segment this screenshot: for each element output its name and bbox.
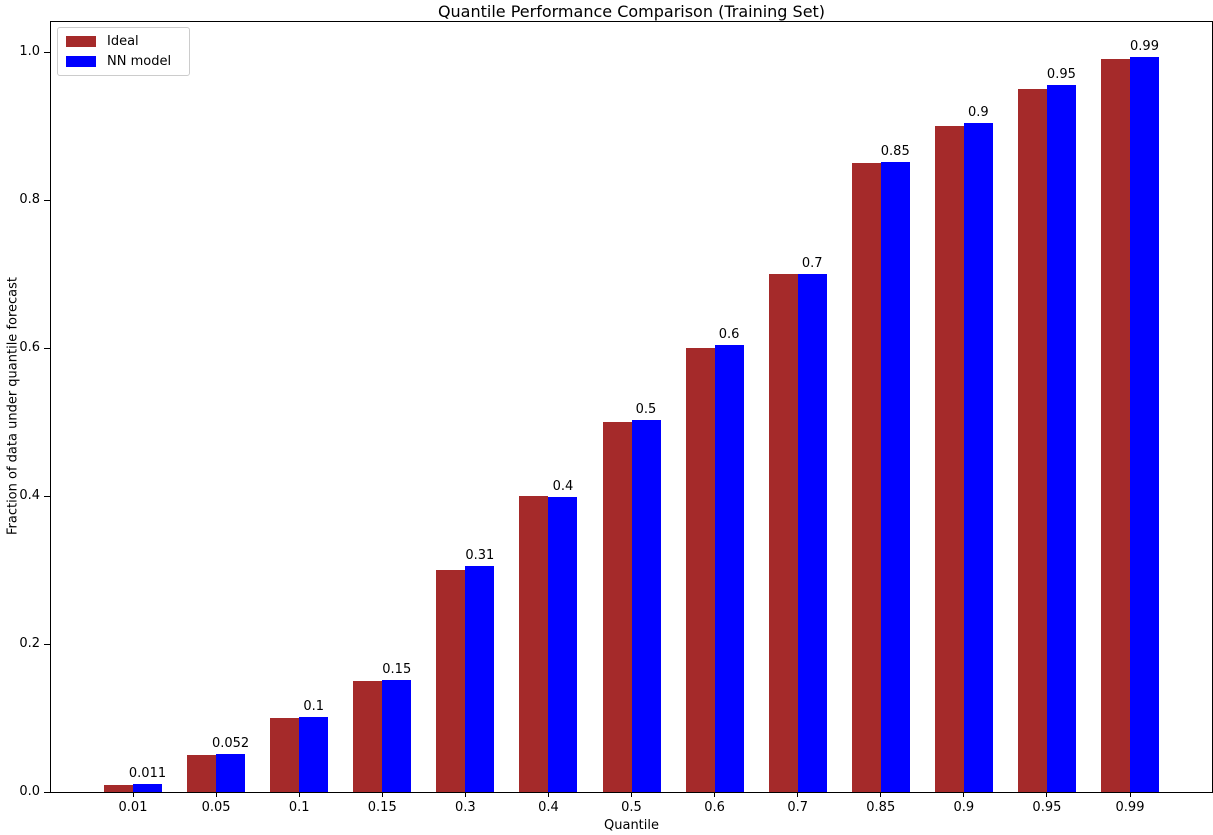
x-axis-label: Quantile — [604, 818, 659, 833]
legend-swatch-nn-model — [66, 56, 96, 67]
bar-value-label: 0.15 — [382, 661, 412, 677]
x-tick-mark — [714, 792, 716, 797]
x-tick-mark — [963, 792, 965, 797]
y-tick-label: 0.4 — [19, 488, 40, 503]
bar-value-label: 0.011 — [128, 765, 167, 781]
x-tick-label: 0.01 — [118, 800, 148, 815]
x-tick-label: 0.5 — [621, 800, 642, 815]
x-tick-mark — [880, 792, 882, 797]
bar-nn-model-0.9 — [963, 123, 993, 792]
bar-value-label: 0.052 — [211, 735, 250, 751]
y-tick-mark — [44, 791, 50, 793]
y-tick-label: 1.0 — [19, 44, 40, 59]
legend-label-nn-model: NN model — [107, 54, 172, 69]
y-tick-mark — [44, 199, 50, 201]
bar-ideal-0.3 — [436, 570, 466, 792]
bar-nn-model-0.5 — [631, 420, 661, 792]
bar-value-label: 0.95 — [1046, 67, 1076, 83]
left-spine — [50, 21, 51, 793]
legend-swatch-ideal — [66, 36, 96, 47]
x-tick-mark — [547, 792, 549, 797]
x-tick-label: 0.15 — [367, 800, 397, 815]
legend-item-nn-model: NN model — [66, 54, 171, 69]
legend: Ideal NN model — [57, 27, 191, 76]
bar-ideal-0.4 — [519, 496, 549, 792]
x-tick-label: 0.05 — [201, 800, 231, 815]
x-tick-mark — [381, 792, 383, 797]
y-tick-mark — [44, 495, 50, 497]
chart-title: Quantile Performance Comparison (Trainin… — [437, 2, 826, 21]
x-tick-mark — [631, 792, 632, 797]
bar-value-label: 0.4 — [552, 479, 574, 495]
y-tick-mark — [44, 51, 50, 53]
bar-nn-model-0.15 — [382, 680, 412, 792]
bar-nn-model-0.85 — [880, 162, 910, 792]
x-tick-mark — [797, 792, 799, 797]
bar-ideal-0.95 — [1017, 89, 1047, 792]
legend-label-ideal: Ideal — [107, 34, 139, 49]
bar-ideal-0.9 — [934, 126, 964, 792]
bar-ideal-0.01 — [104, 785, 133, 792]
x-tick-label: 0.4 — [538, 800, 559, 815]
bar-value-label: 0.7 — [801, 256, 823, 271]
x-tick-mark — [215, 792, 217, 797]
bar-value-label: 0.99 — [1130, 39, 1159, 55]
x-tick-label: 0.95 — [1032, 800, 1062, 815]
x-tick-mark — [132, 792, 134, 797]
bar-nn-model-0.7 — [797, 274, 827, 792]
x-tick-label: 0.99 — [1115, 800, 1145, 815]
bar-value-label: 0.1 — [303, 698, 324, 714]
x-tick-label: 0.85 — [866, 800, 896, 815]
y-tick-label: 0.2 — [19, 636, 40, 651]
bar-ideal-0.99 — [1101, 59, 1130, 792]
bar-value-label: 0.9 — [967, 105, 989, 121]
bar-value-label: 0.5 — [635, 401, 657, 417]
x-tick-label: 0.1 — [288, 800, 310, 815]
x-tick-mark — [1046, 792, 1048, 797]
x-tick-mark — [298, 792, 300, 797]
bar-ideal-0.7 — [768, 274, 798, 792]
x-tick-label: 0.7 — [787, 800, 808, 815]
bar-nn-model-0.95 — [1046, 85, 1076, 792]
x-tick-mark — [1129, 792, 1131, 797]
bar-ideal-0.05 — [187, 755, 217, 792]
bar-nn-model-0.1 — [299, 717, 329, 792]
bar-ideal-0.6 — [685, 348, 715, 792]
x-tick-label: 0.6 — [704, 800, 725, 815]
legend-item-ideal: Ideal — [66, 34, 171, 49]
bar-nn-model-0.6 — [714, 345, 744, 792]
bar-nn-model-0.05 — [216, 754, 246, 792]
bar-ideal-0.85 — [851, 163, 881, 792]
bar-nn-model-0.01 — [133, 784, 162, 792]
bar-ideal-0.5 — [602, 422, 632, 792]
bar-ideal-0.1 — [270, 718, 300, 792]
top-spine — [50, 21, 1213, 22]
x-tick-label: 0.9 — [953, 800, 975, 815]
bar-nn-model-0.4 — [548, 497, 578, 792]
bar-nn-model-0.3 — [465, 566, 495, 792]
y-tick-mark — [44, 643, 50, 645]
y-tick-label: 0.8 — [19, 192, 40, 207]
x-tick-mark — [464, 792, 466, 797]
x-tick-label: 0.3 — [454, 800, 476, 815]
y-tick-label: 0.6 — [19, 340, 40, 355]
bar-nn-model-0.99 — [1130, 57, 1159, 792]
bar-ideal-0.15 — [353, 681, 383, 792]
y-tick-label: 0.0 — [19, 784, 40, 799]
y-tick-mark — [44, 347, 50, 349]
bar-value-label: 0.31 — [465, 547, 495, 563]
plot-area: 0.011 0.052 0.1 0.15 0.31 0.4 0.5 0.6 0.7 0.85 0.9… — [19, 21, 1213, 833]
bar-value-label: 0.6 — [718, 327, 740, 343]
bar-value-label: 0.85 — [880, 144, 910, 160]
